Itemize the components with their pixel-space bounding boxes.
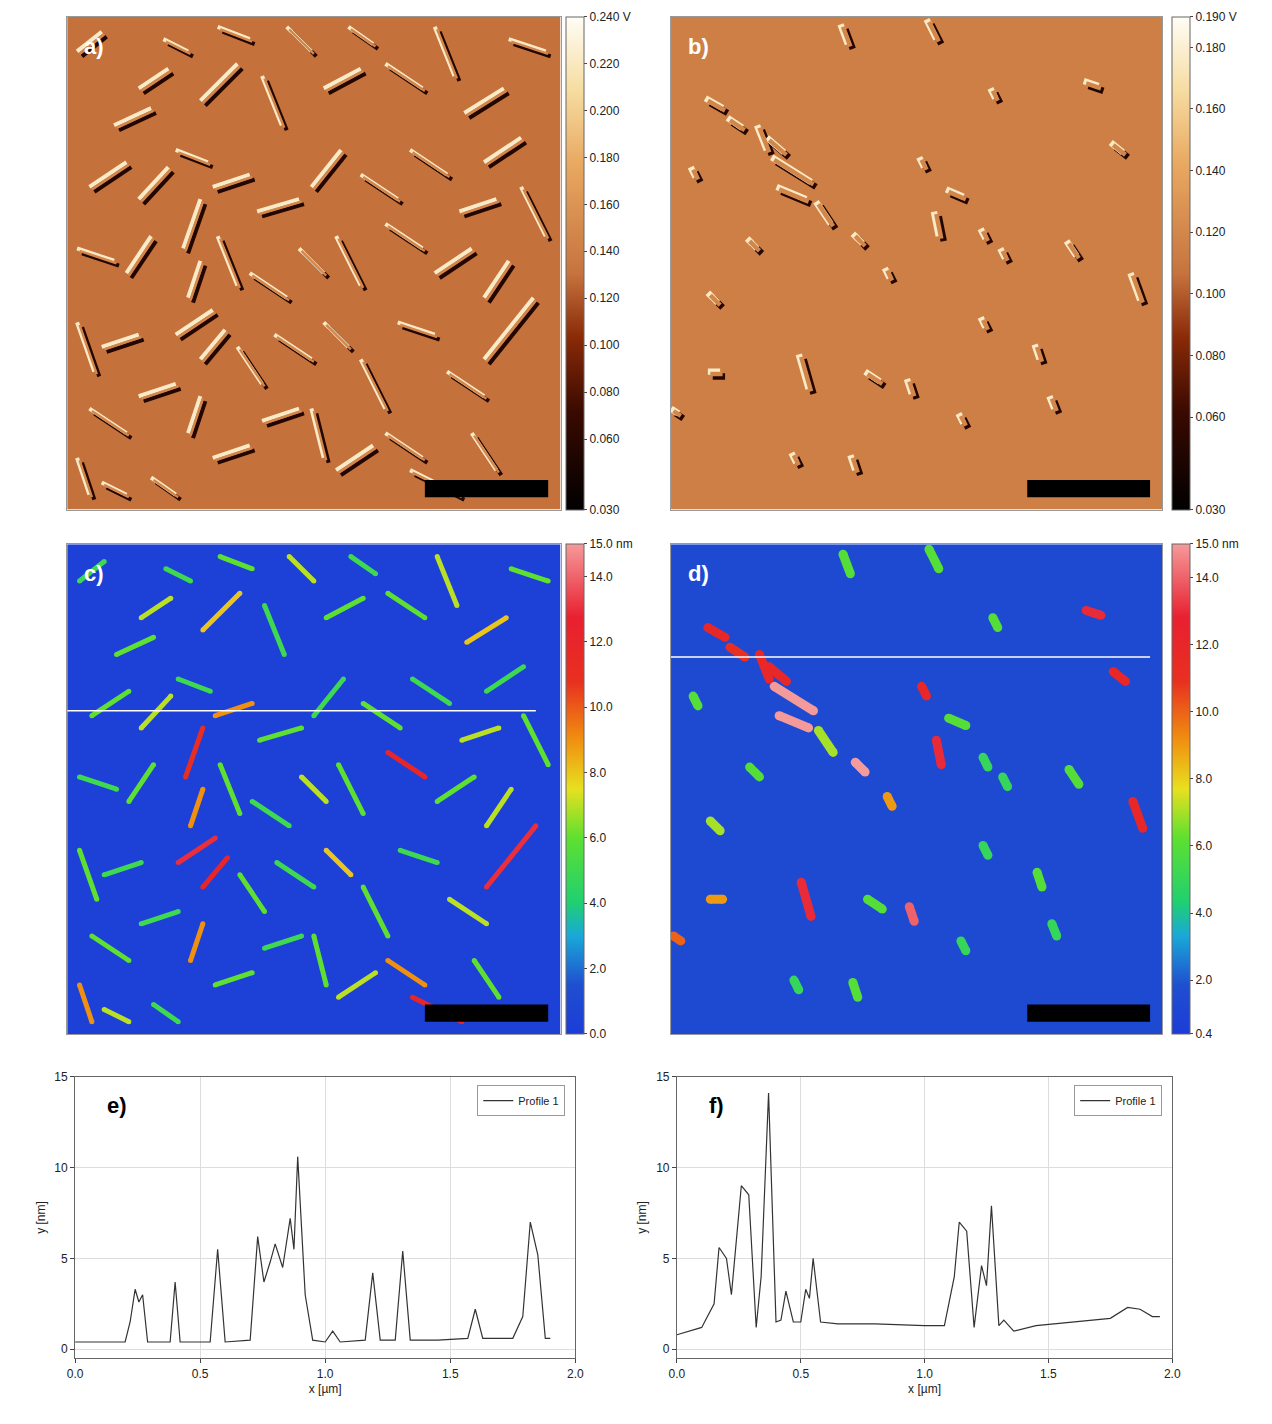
svg-text:0.240 V: 0.240 V — [589, 10, 630, 24]
svg-text:0.4: 0.4 — [1195, 1027, 1212, 1041]
svg-text:Profile 1: Profile 1 — [1115, 1095, 1155, 1107]
svg-text:0.0: 0.0 — [669, 1367, 686, 1381]
svg-text:0.5: 0.5 — [792, 1367, 809, 1381]
svg-text:0: 0 — [663, 1342, 670, 1356]
svg-text:0.220: 0.220 — [589, 57, 619, 71]
svg-text:0.030: 0.030 — [589, 503, 619, 517]
svg-text:y [nm]: y [nm] — [34, 1201, 48, 1234]
svg-text:0.190 V: 0.190 V — [1195, 10, 1236, 24]
svg-text:y [nm]: y [nm] — [635, 1201, 649, 1234]
svg-text:0.060: 0.060 — [589, 432, 619, 446]
svg-text:8.0: 8.0 — [589, 766, 606, 780]
svg-text:0.160: 0.160 — [589, 198, 619, 212]
svg-text:15.0 nm: 15.0 nm — [1195, 537, 1238, 551]
svg-text:x [µm]: x [µm] — [309, 1382, 342, 1396]
svg-text:6.0: 6.0 — [589, 831, 606, 845]
svg-text:d): d) — [688, 561, 709, 586]
svg-text:e): e) — [107, 1093, 127, 1118]
svg-text:0: 0 — [61, 1342, 68, 1356]
svg-text:10: 10 — [54, 1161, 68, 1175]
svg-text:1.5: 1.5 — [1040, 1367, 1057, 1381]
svg-text:0.160: 0.160 — [1195, 102, 1225, 116]
svg-text:b): b) — [688, 34, 709, 59]
svg-text:1.0: 1.0 — [317, 1367, 334, 1381]
svg-text:14.0: 14.0 — [589, 570, 613, 584]
svg-text:0.060: 0.060 — [1195, 410, 1225, 424]
svg-text:0.180: 0.180 — [589, 151, 619, 165]
svg-text:0.030: 0.030 — [1195, 503, 1225, 517]
svg-text:0.0: 0.0 — [67, 1367, 84, 1381]
svg-text:0.140: 0.140 — [1195, 164, 1225, 178]
svg-text:x [µm]: x [µm] — [908, 1382, 941, 1396]
svg-text:f): f) — [709, 1093, 724, 1118]
svg-text:2.0: 2.0 — [1164, 1367, 1181, 1381]
svg-text:6.0: 6.0 — [1195, 839, 1212, 853]
svg-text:15: 15 — [54, 1070, 68, 1084]
svg-text:4.0: 4.0 — [1195, 906, 1212, 920]
svg-text:0.140: 0.140 — [589, 244, 619, 258]
svg-text:1.0: 1.0 — [916, 1367, 933, 1381]
svg-text:10.0: 10.0 — [589, 700, 613, 714]
svg-text:0.080: 0.080 — [589, 385, 619, 399]
svg-text:Profile 1: Profile 1 — [518, 1095, 558, 1107]
svg-text:0.200: 0.200 — [589, 104, 619, 118]
svg-text:12.0: 12.0 — [589, 635, 613, 649]
svg-text:1.5: 1.5 — [442, 1367, 459, 1381]
svg-text:10.0: 10.0 — [1195, 705, 1219, 719]
svg-text:5: 5 — [663, 1252, 670, 1266]
svg-text:0.120: 0.120 — [1195, 225, 1225, 239]
svg-text:2.0: 2.0 — [567, 1367, 584, 1381]
svg-text:14.0: 14.0 — [1195, 571, 1219, 585]
svg-text:12.0: 12.0 — [1195, 638, 1219, 652]
svg-text:2.0: 2.0 — [1195, 973, 1212, 987]
svg-text:10: 10 — [656, 1161, 670, 1175]
svg-text:0.180: 0.180 — [1195, 41, 1225, 55]
svg-text:4.0: 4.0 — [589, 896, 606, 910]
svg-text:8.0: 8.0 — [1195, 772, 1212, 786]
svg-text:2.0: 2.0 — [589, 962, 606, 976]
svg-text:a): a) — [84, 34, 104, 59]
svg-text:15.0 nm: 15.0 nm — [589, 537, 632, 551]
svg-text:c): c) — [84, 561, 104, 586]
svg-text:15: 15 — [656, 1070, 670, 1084]
svg-text:0.0: 0.0 — [589, 1027, 606, 1041]
svg-text:0.5: 0.5 — [192, 1367, 209, 1381]
svg-text:0.100: 0.100 — [589, 338, 619, 352]
svg-text:5: 5 — [61, 1252, 68, 1266]
svg-text:0.080: 0.080 — [1195, 349, 1225, 363]
svg-text:0.120: 0.120 — [589, 291, 619, 305]
svg-text:0.100: 0.100 — [1195, 287, 1225, 301]
